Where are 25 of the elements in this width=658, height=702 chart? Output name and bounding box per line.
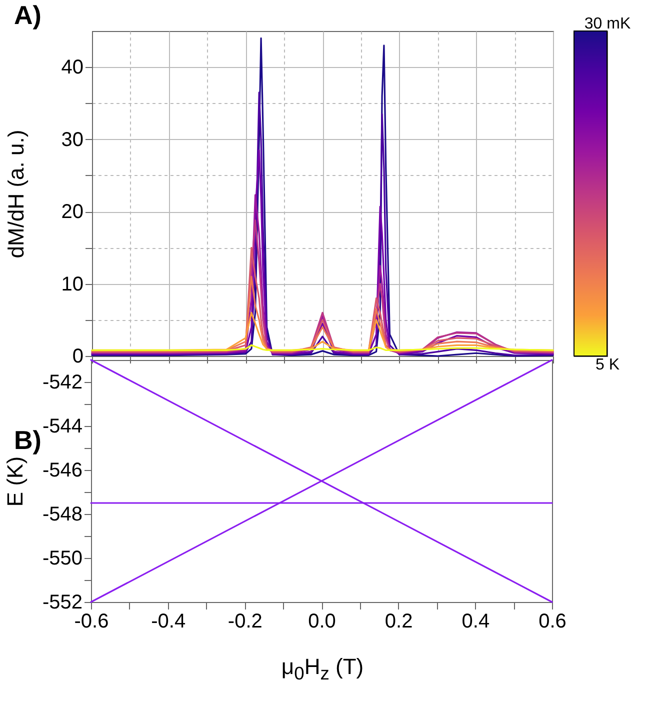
x-tick-label: 0.6	[538, 610, 566, 632]
y-tick-label: 40	[61, 56, 84, 79]
panel-label: B)	[14, 425, 42, 456]
x-tick-label: 0.0	[308, 610, 336, 632]
y-tick-label: -542	[42, 372, 82, 394]
x-tick-label: 0.4	[462, 610, 490, 632]
x-tick-label: 0.2	[384, 610, 413, 632]
y-axis-title: dM/dH (a. u.)	[4, 130, 28, 258]
y-tick-label: -548	[42, 504, 82, 526]
y-tick-label: 10	[61, 273, 84, 296]
x-tick-label: -0.2	[228, 610, 262, 632]
y-tick-label: -544	[42, 416, 82, 438]
y-tick-label: -550	[42, 548, 82, 570]
y-axis-title: E (K)	[2, 456, 28, 507]
x-axis-title: μ$_{0}$H$_{z}$ (T)	[280, 654, 365, 684]
x-tick-label: -0.4	[151, 610, 186, 632]
panel-label: A)	[14, 0, 42, 31]
y-tick-label: 30	[61, 128, 84, 151]
x-tick-label: -0.6	[74, 610, 109, 632]
color-bar-label: 30 mK	[584, 16, 631, 32]
color-bar-label: 5 K	[595, 356, 620, 374]
y-tick-label: 0	[72, 346, 84, 368]
y-tick-label: -552	[42, 592, 82, 614]
y-tick-label: -546	[42, 460, 82, 482]
y-tick-label: 20	[61, 201, 84, 224]
